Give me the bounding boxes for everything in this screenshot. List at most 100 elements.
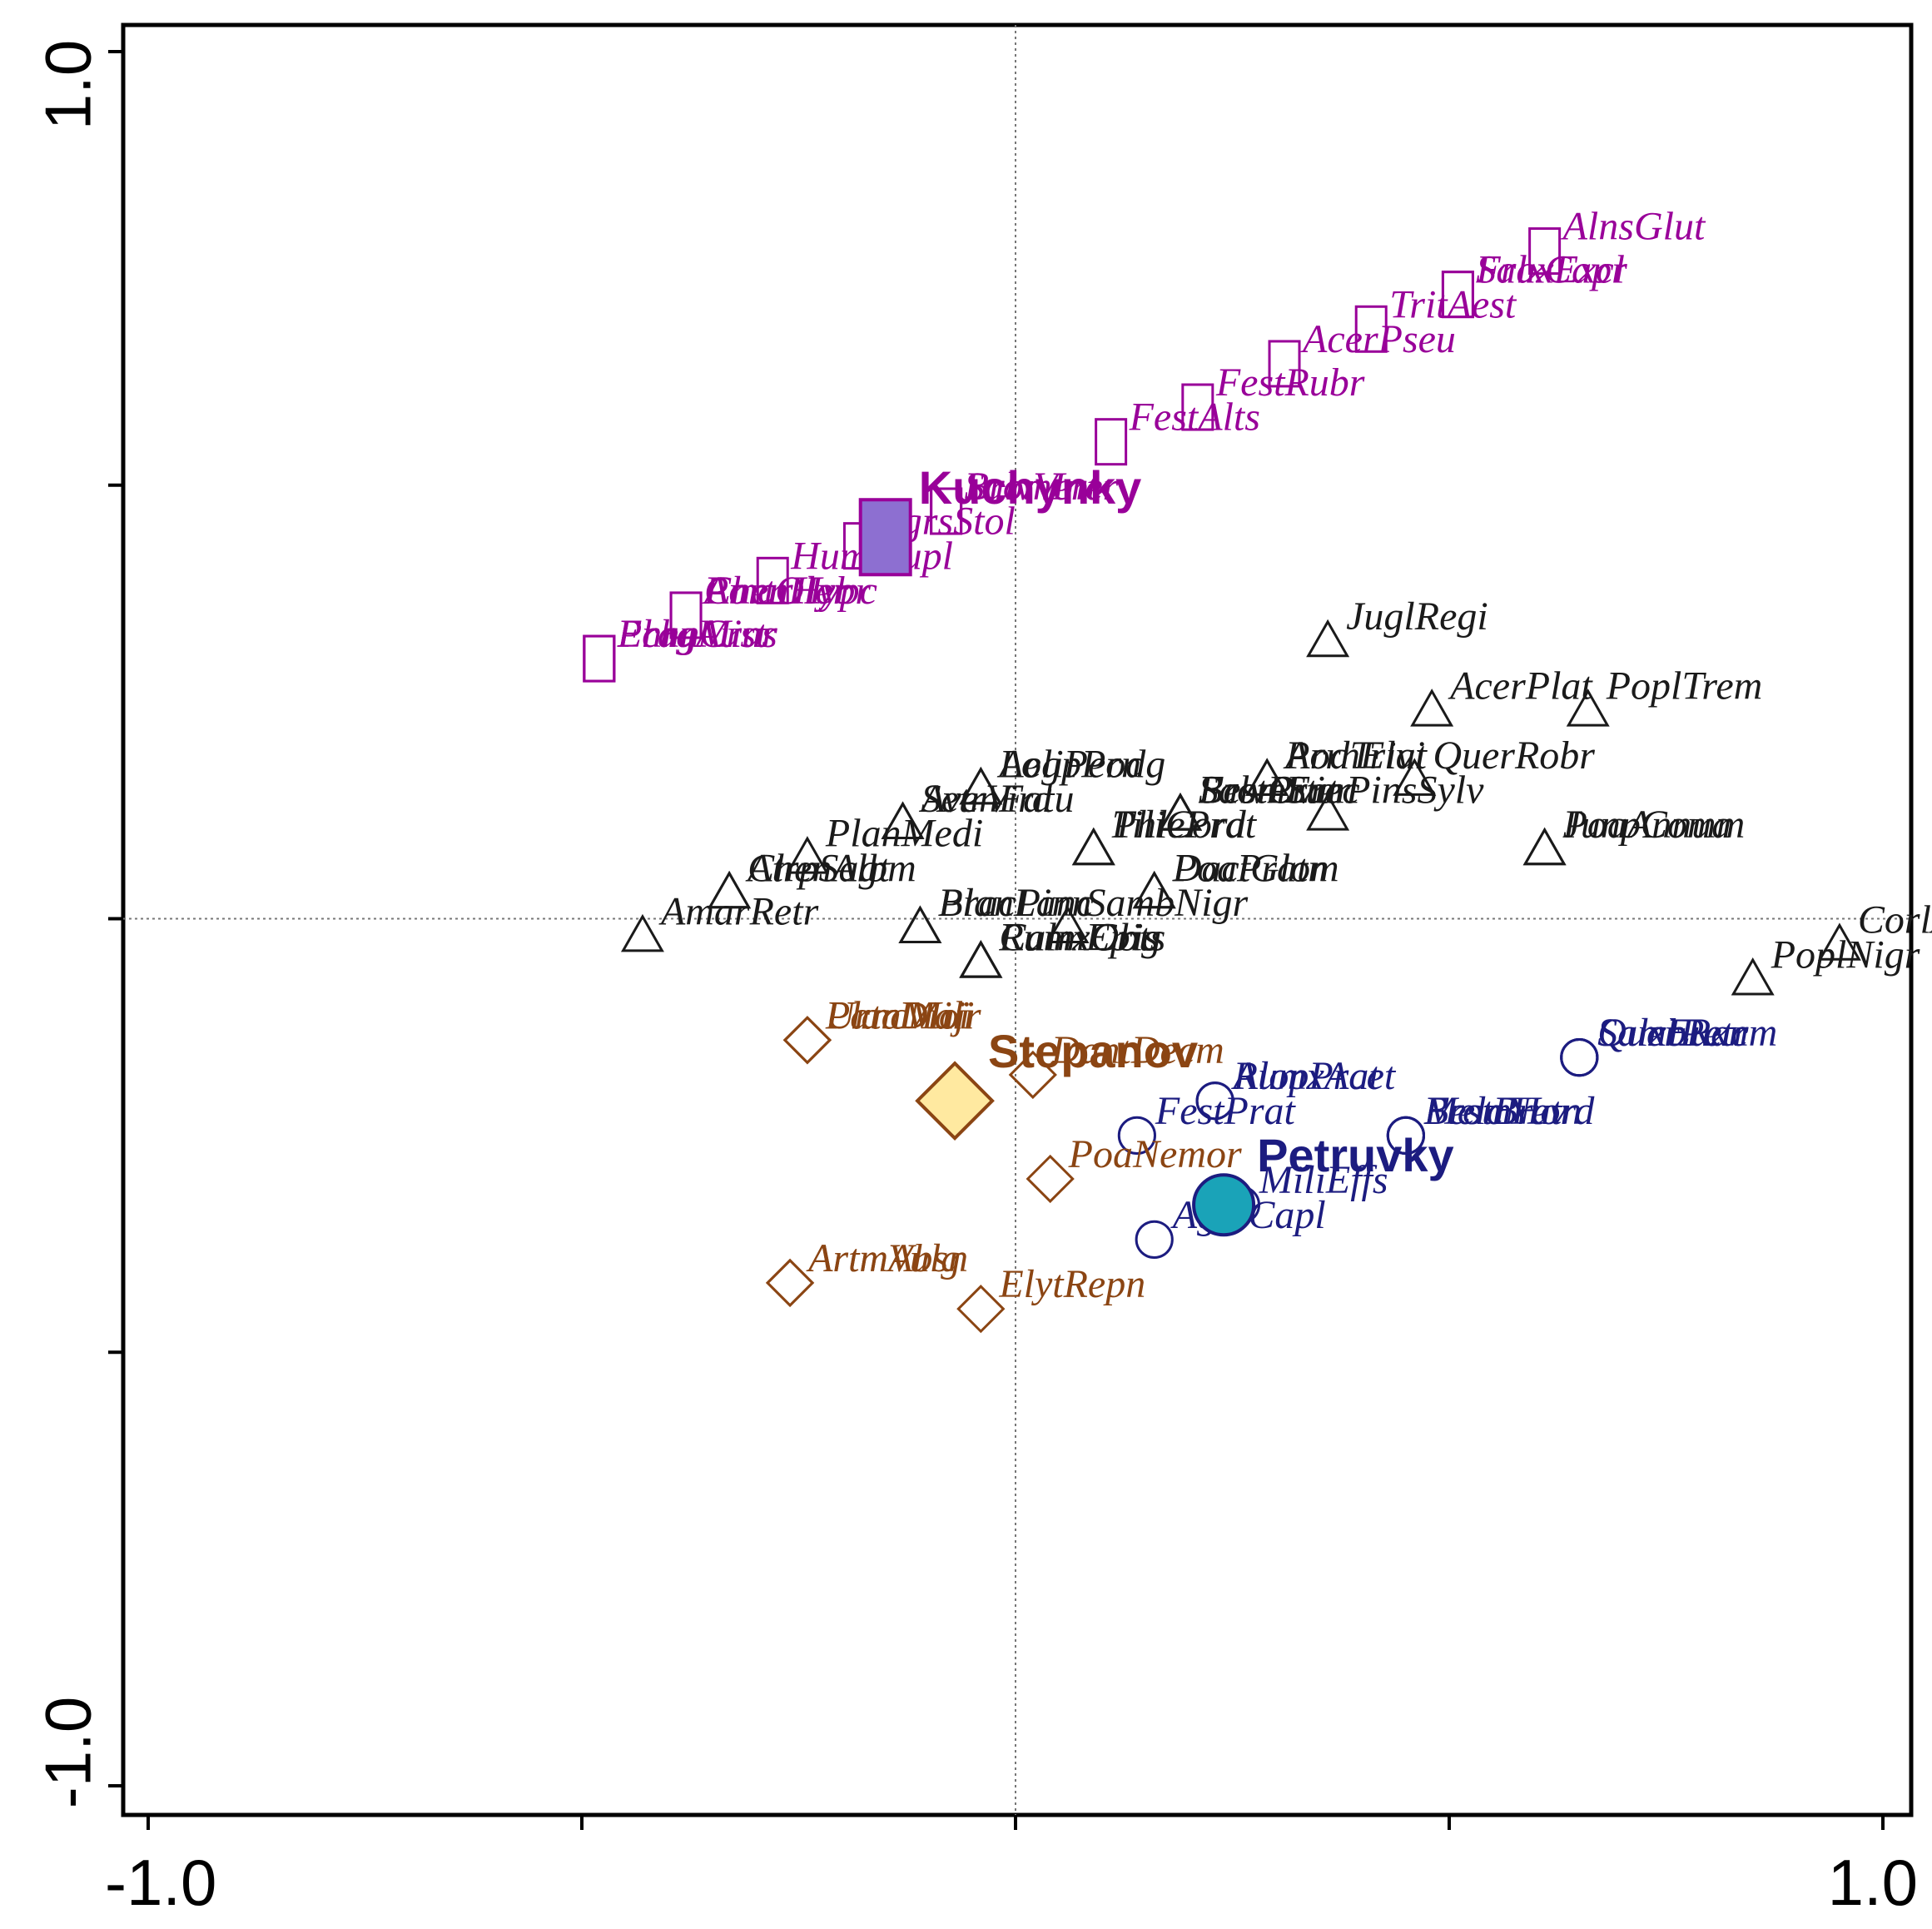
species-label: PoaAnnua	[1562, 803, 1732, 847]
species-label: ArtmAbsn	[806, 1236, 968, 1280]
species-marker	[620, 913, 664, 952]
species-label: PoaPratn	[1172, 846, 1329, 890]
species-label: TiliCord	[1112, 803, 1247, 847]
species-label: RumxCris	[998, 916, 1159, 960]
species-label: BromHord	[1424, 1089, 1595, 1133]
x-tick-label: 1.0	[1828, 1846, 1918, 1919]
species-marker	[1354, 305, 1388, 353]
species-label: PlanLanc	[937, 881, 1094, 925]
species-label: DactGlom	[1172, 846, 1339, 890]
species-labels: AlnsGlutFraxExclSalxCaprTritAestAcerPseu…	[617, 205, 1932, 1307]
species-label: QuerPetr	[1597, 1011, 1749, 1055]
species-label: RumxObts	[998, 916, 1165, 960]
site-marker	[915, 1061, 995, 1141]
species-label: PlanMajr	[825, 993, 981, 1037]
species-marker	[1410, 689, 1454, 727]
species-marker	[782, 1016, 832, 1065]
species-marker	[765, 1258, 815, 1308]
species-marker	[956, 1285, 1006, 1334]
species-label: MelcNutn	[1423, 1089, 1582, 1133]
species-label: AmarHypc	[702, 569, 877, 613]
species-label: ArtmVulg	[806, 1236, 961, 1280]
species-marker	[782, 1016, 832, 1065]
species-label: AmarRetr	[658, 889, 819, 933]
species-label: BracPinn	[938, 881, 1091, 925]
species-marker	[1135, 1220, 1174, 1259]
site-labels: Kuchynky Stepanov Petruvky	[919, 461, 1454, 1181]
species-marker	[1522, 827, 1567, 866]
species-marker	[1306, 793, 1350, 831]
y-tick-label: -1.0	[32, 1697, 105, 1808]
species-marker	[782, 1016, 832, 1065]
species-marker	[1181, 383, 1214, 431]
species-marker	[1008, 1050, 1057, 1100]
species-label: PinsSylv	[1345, 768, 1484, 813]
species-marker	[1817, 922, 1861, 961]
site-markers	[858, 498, 1256, 1237]
species-marker	[583, 634, 616, 683]
species-label: ChenAlbm	[747, 846, 916, 890]
species-marker	[1071, 827, 1115, 866]
species-label: ArrhElat	[1283, 733, 1428, 778]
species-marker	[898, 905, 942, 943]
species-marker	[1195, 1081, 1234, 1121]
species-marker	[959, 766, 1003, 805]
species-label: SalxCapr	[1476, 248, 1627, 292]
species-label: TritAest	[1389, 282, 1517, 326]
species-label: FestBrev	[1423, 1089, 1567, 1133]
species-label: AcerPseu	[1300, 317, 1456, 361]
species-marker	[1071, 827, 1115, 866]
species-label: MiliEffs	[1259, 1158, 1388, 1202]
species-label: BromErec	[1199, 768, 1360, 813]
site-marker	[858, 498, 912, 577]
species-marker	[1158, 793, 1202, 831]
site-label: Petruvky	[1257, 1129, 1454, 1181]
species-label: SalxEuxn	[1597, 1011, 1748, 1055]
species-marker	[785, 836, 829, 874]
species-marker	[756, 556, 789, 604]
species-marker	[1560, 1038, 1599, 1077]
species-label: AcerPlat	[1448, 664, 1593, 708]
species-marker	[881, 801, 925, 839]
species-label: FestRubr	[1215, 360, 1365, 405]
species-label: EragMinr	[617, 612, 777, 656]
species-marker	[930, 487, 963, 535]
species-marker	[1566, 689, 1610, 727]
species-marker	[1268, 340, 1301, 388]
species-label: AvenFatu	[919, 777, 1075, 821]
species-label: SetrVird	[921, 777, 1053, 821]
species-marker	[1245, 758, 1289, 796]
species-label: PoaTrivi	[1284, 733, 1425, 778]
species-label: LoliPern	[998, 742, 1141, 786]
species-marker	[1132, 870, 1176, 909]
species-marker	[1045, 905, 1090, 943]
species-points	[583, 227, 1861, 1334]
species-label: AegpPodg	[996, 742, 1165, 786]
species-label: PortOler	[703, 569, 849, 613]
species-label: BromSter	[1199, 768, 1351, 813]
species-label: QuerRobr	[1433, 733, 1595, 778]
species-marker	[959, 940, 1003, 978]
species-label: PlanMedi	[825, 812, 983, 856]
species-label: DantDecm	[1050, 1028, 1224, 1072]
species-label: FestPrat	[1155, 1089, 1297, 1133]
species-marker	[959, 940, 1003, 978]
species-marker	[583, 634, 616, 683]
species-label: CorlAvel	[1858, 898, 1932, 942]
species-label: SambRacm	[1597, 1011, 1777, 1055]
species-label: PoaNemor	[1068, 1132, 1242, 1176]
species-label: FraxExcl	[1475, 248, 1625, 292]
y-tick-label: 1.0	[32, 40, 105, 130]
species-marker	[1731, 957, 1775, 996]
species-label: BromIner	[965, 465, 1119, 509]
species-label: AlnsGlut	[1561, 205, 1706, 249]
species-marker	[765, 1258, 815, 1308]
species-label: JuglRegi	[1346, 594, 1488, 639]
species-marker	[1026, 1154, 1075, 1204]
species-label: SalvVert	[965, 465, 1100, 509]
species-marker	[1393, 758, 1437, 796]
species-marker	[898, 905, 942, 943]
species-label: JunpComm	[1563, 803, 1746, 847]
species-marker	[1386, 1116, 1426, 1155]
